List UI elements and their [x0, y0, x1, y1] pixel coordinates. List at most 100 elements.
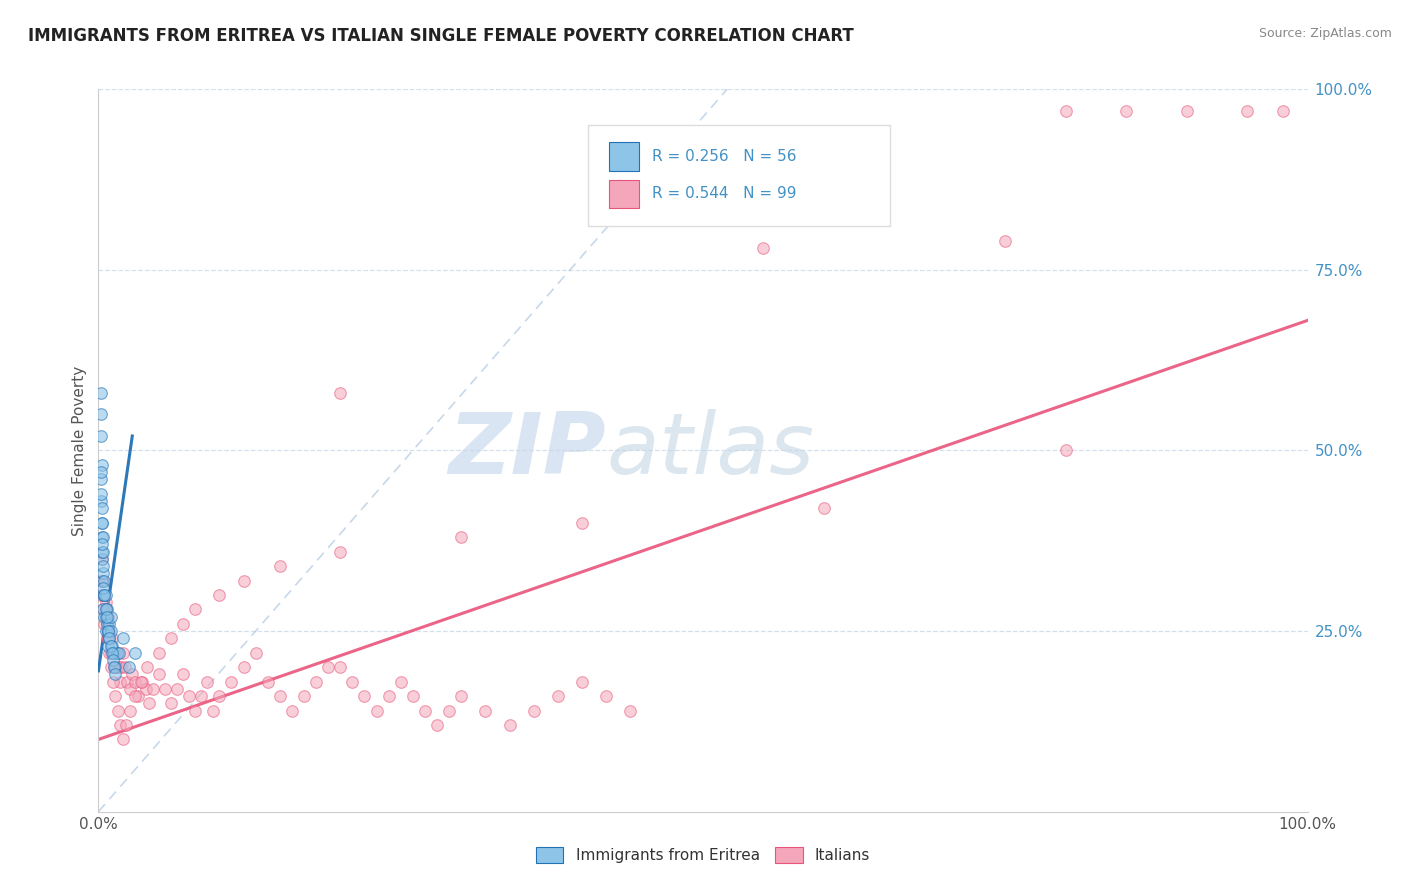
- Point: [100, 660, 122, 674]
- Point: [94, 595, 117, 609]
- Point: [571, 674, 593, 689]
- Point: [752, 241, 775, 255]
- Point: [93, 574, 115, 588]
- Point: [104, 646, 127, 660]
- Point: [101, 674, 124, 689]
- Point: [91, 516, 114, 530]
- Point: [269, 689, 291, 703]
- Point: [91, 581, 114, 595]
- Point: [107, 646, 129, 660]
- Point: [96, 616, 118, 631]
- Point: [523, 704, 546, 718]
- Point: [153, 681, 176, 696]
- Point: [111, 732, 134, 747]
- Text: R = 0.256   N = 56: R = 0.256 N = 56: [652, 149, 797, 164]
- Point: [195, 674, 218, 689]
- Point: [245, 646, 267, 660]
- Point: [474, 704, 496, 718]
- Point: [1236, 103, 1258, 118]
- Point: [172, 616, 194, 631]
- Text: Source: ZipAtlas.com: Source: ZipAtlas.com: [1258, 27, 1392, 40]
- Point: [93, 609, 115, 624]
- Point: [98, 632, 121, 646]
- Point: [124, 646, 146, 660]
- Point: [96, 632, 118, 646]
- Point: [91, 501, 114, 516]
- Point: [101, 646, 124, 660]
- Point: [179, 689, 201, 703]
- Point: [160, 696, 183, 710]
- Point: [269, 559, 291, 574]
- Point: [98, 632, 121, 646]
- Point: [450, 689, 472, 703]
- Point: [108, 718, 131, 732]
- Point: [104, 660, 127, 674]
- Point: [114, 660, 136, 674]
- Point: [101, 653, 124, 667]
- Point: [1115, 103, 1137, 118]
- Point: [118, 660, 141, 674]
- Point: [91, 602, 114, 616]
- Point: [100, 624, 122, 639]
- Point: [402, 689, 425, 703]
- Point: [256, 674, 278, 689]
- Point: [91, 574, 114, 588]
- Point: [547, 689, 569, 703]
- Point: [131, 674, 153, 689]
- Point: [91, 551, 114, 566]
- Point: [94, 602, 117, 616]
- Point: [104, 667, 127, 681]
- Point: [93, 588, 115, 602]
- Point: [97, 624, 120, 639]
- Point: [107, 704, 129, 718]
- Point: [100, 639, 122, 653]
- Point: [142, 681, 165, 696]
- Point: [124, 689, 146, 703]
- Point: [94, 602, 117, 616]
- Point: [118, 681, 141, 696]
- Point: [108, 674, 131, 689]
- Point: [108, 646, 131, 660]
- Point: [184, 704, 207, 718]
- Point: [100, 646, 122, 660]
- Text: atlas: atlas: [606, 409, 814, 492]
- Point: [90, 385, 112, 400]
- Point: [90, 429, 112, 443]
- Point: [450, 530, 472, 544]
- Point: [100, 639, 122, 653]
- Point: [105, 646, 128, 660]
- Point: [97, 639, 120, 653]
- Point: [94, 609, 117, 624]
- Point: [93, 588, 115, 602]
- Text: ZIP: ZIP: [449, 409, 606, 492]
- Point: [413, 704, 436, 718]
- Point: [100, 646, 122, 660]
- Point: [329, 385, 352, 400]
- Point: [110, 660, 132, 674]
- Point: [96, 616, 118, 631]
- Point: [96, 609, 118, 624]
- Point: [202, 704, 225, 718]
- Text: R = 0.544   N = 99: R = 0.544 N = 99: [652, 186, 797, 202]
- Point: [117, 674, 139, 689]
- Point: [232, 574, 254, 588]
- Point: [172, 667, 194, 681]
- Point: [389, 674, 412, 689]
- Point: [91, 574, 114, 588]
- Point: [148, 646, 170, 660]
- Point: [329, 660, 352, 674]
- FancyBboxPatch shape: [588, 126, 890, 227]
- Point: [105, 660, 128, 674]
- Point: [138, 696, 160, 710]
- Point: [115, 718, 138, 732]
- Point: [93, 588, 115, 602]
- Point: [98, 616, 121, 631]
- Point: [96, 602, 118, 616]
- Point: [353, 689, 375, 703]
- Point: [571, 516, 593, 530]
- Point: [316, 660, 339, 674]
- Point: [994, 234, 1017, 248]
- Point: [135, 681, 157, 696]
- Point: [498, 718, 520, 732]
- Bar: [609, 179, 638, 209]
